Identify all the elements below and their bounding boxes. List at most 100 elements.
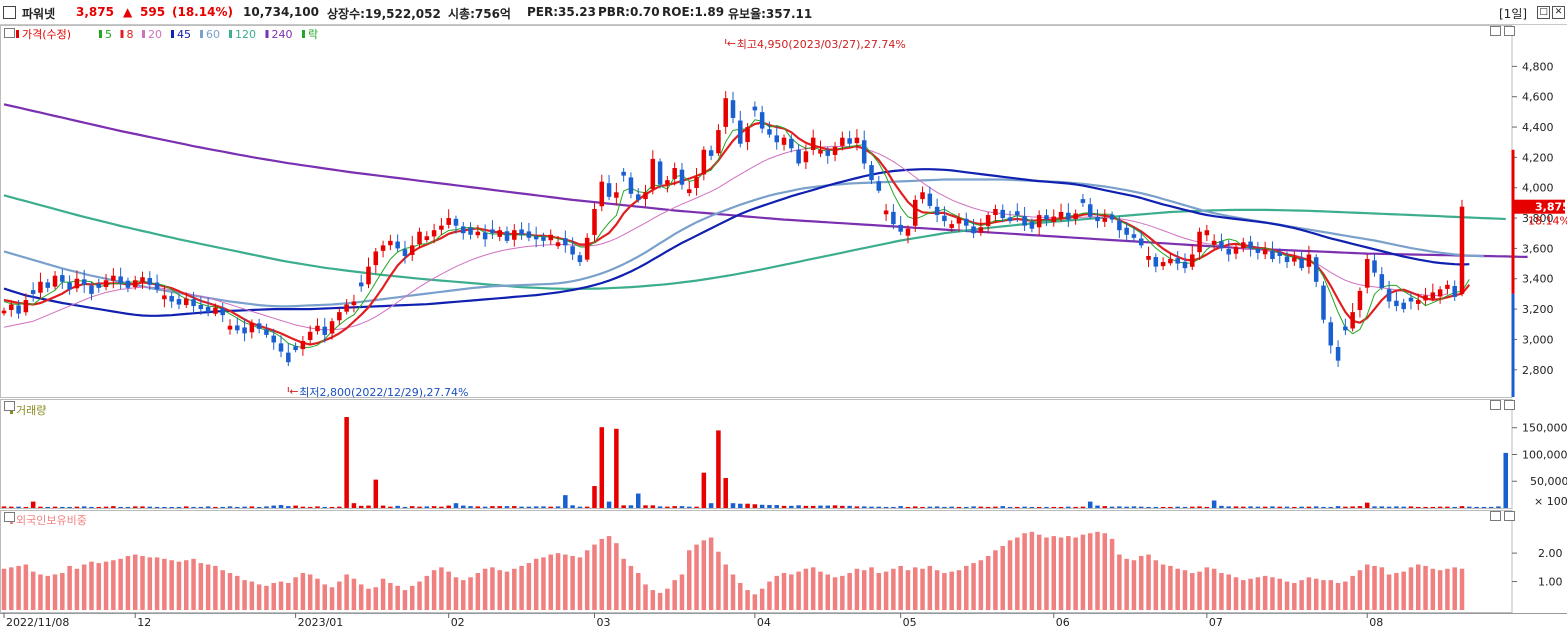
- foreign-bar: [716, 551, 721, 610]
- legend-swatch: [99, 30, 102, 38]
- foreign-bar: [956, 570, 962, 610]
- foreign-bar: [781, 573, 787, 610]
- volume-panel-settings-button[interactable]: [4, 401, 15, 411]
- foreign-bar: [351, 578, 357, 610]
- foreign-bar: [621, 558, 626, 610]
- volume-bar: [570, 505, 575, 508]
- select-checkbox[interactable]: [3, 6, 16, 19]
- foreign-bar: [1452, 567, 1457, 610]
- foreign-bar: [942, 573, 947, 610]
- volume-bar: [1481, 506, 1487, 508]
- candle-body: [759, 112, 765, 129]
- foreign-bar: [1284, 581, 1290, 610]
- foreign-bar: [687, 550, 692, 610]
- volume-bar: [1503, 452, 1508, 508]
- candle-body: [1211, 240, 1217, 245]
- volume-bar: [118, 506, 123, 508]
- foreign-bar: [847, 573, 852, 610]
- candle-body: [1277, 252, 1283, 256]
- volume-bar: [1051, 506, 1057, 508]
- volume-bar: [1350, 506, 1355, 508]
- volume-bar: [103, 506, 109, 508]
- legend-label: 8: [127, 28, 134, 41]
- candle-body: [1204, 230, 1210, 236]
- volume-bar: [439, 506, 444, 508]
- candle-body: [140, 277, 145, 282]
- foreign-bar: [235, 575, 240, 610]
- volume-bar: [818, 505, 823, 508]
- candle-body: [162, 295, 167, 300]
- price-tick-label: 3,600: [1522, 242, 1554, 255]
- volume-bar: [898, 506, 903, 508]
- foreign-panel-settings-button[interactable]: [4, 512, 15, 522]
- price-panel-close-button[interactable]: [1504, 26, 1515, 36]
- volume-panel-minimize-button[interactable]: [1490, 400, 1501, 410]
- close-button[interactable]: ✕: [1552, 6, 1565, 19]
- price-tick-label: 4,600: [1522, 91, 1554, 104]
- volume-bar: [533, 506, 539, 508]
- volume-bar: [96, 506, 102, 508]
- foreign-bar: [1292, 582, 1297, 610]
- volume-bar: [1364, 502, 1370, 508]
- foreign-bar: [461, 580, 466, 610]
- foreign-bar: [23, 564, 29, 610]
- candle-body: [1109, 214, 1115, 220]
- volume-bar: [111, 506, 116, 508]
- candle-body: [278, 343, 284, 352]
- candle-body: [584, 237, 590, 260]
- header-bar: 파워넷 3,875 ▲ 595 (18.14%) 10,734,100 상장수:…: [0, 0, 1567, 25]
- foreign-panel-minimize-button[interactable]: [1490, 511, 1501, 521]
- candle-body: [1394, 300, 1399, 307]
- foreign-panel-close-button[interactable]: [1504, 511, 1515, 521]
- foreign-bar: [329, 587, 335, 610]
- x-tick-label: 2022/11/08: [6, 616, 69, 629]
- volume-panel-close-button[interactable]: [1504, 400, 1515, 410]
- volume-bar: [482, 506, 488, 508]
- annotation-label: 최고4,950(2023/03/27),27.74%: [737, 38, 906, 51]
- candle-body: [1036, 215, 1042, 228]
- candle-body: [1386, 289, 1392, 302]
- candle-body: [606, 183, 612, 197]
- candle-body: [264, 329, 269, 335]
- x-tick-label: 05: [903, 616, 917, 629]
- volume-bar: [30, 501, 36, 508]
- volume-bar: [74, 506, 80, 508]
- volume-bar: [934, 506, 940, 508]
- legend-swatch: [142, 30, 145, 38]
- volume-bar: [249, 506, 255, 508]
- volume-bar: [1168, 506, 1173, 508]
- candle-body: [1175, 258, 1180, 264]
- volume-bar: [1015, 506, 1020, 508]
- volume-bar: [1153, 506, 1159, 508]
- foreign-bar: [789, 574, 794, 610]
- period-selector[interactable]: [1일]: [1499, 7, 1528, 21]
- foreign-bar: [920, 568, 925, 610]
- foreign-bar: [256, 584, 262, 610]
- price-panel-settings-button[interactable]: [4, 28, 15, 38]
- legend-label: 5: [105, 28, 112, 41]
- candle-body: [417, 231, 422, 245]
- maximize-button[interactable]: □: [1537, 6, 1550, 19]
- foreign-bar: [993, 550, 998, 610]
- foreign-bar: [322, 584, 328, 610]
- volume-bar: [16, 506, 21, 508]
- volume-bar: [490, 506, 495, 508]
- candle-body: [1262, 249, 1268, 255]
- foreign-bar: [1095, 531, 1100, 610]
- x-tick-label: 02: [451, 616, 465, 629]
- foreign-bar: [1262, 575, 1268, 610]
- candle-body: [1, 310, 7, 314]
- foreign-bar: [1190, 573, 1195, 610]
- candle-body: [512, 230, 517, 240]
- volume-bar: [796, 505, 801, 508]
- volume-bar: [1117, 506, 1122, 508]
- foreign-bar: [205, 564, 211, 610]
- foreign-bar: [183, 560, 189, 610]
- current-price-label: 3,875: [1535, 201, 1567, 214]
- candle-body: [329, 321, 335, 334]
- candle-body: [286, 352, 291, 363]
- current-price: 3,875: [76, 5, 114, 19]
- foreign-bar: [431, 570, 437, 610]
- price-panel-minimize-button[interactable]: [1490, 26, 1501, 36]
- foreign-bar: [446, 571, 451, 610]
